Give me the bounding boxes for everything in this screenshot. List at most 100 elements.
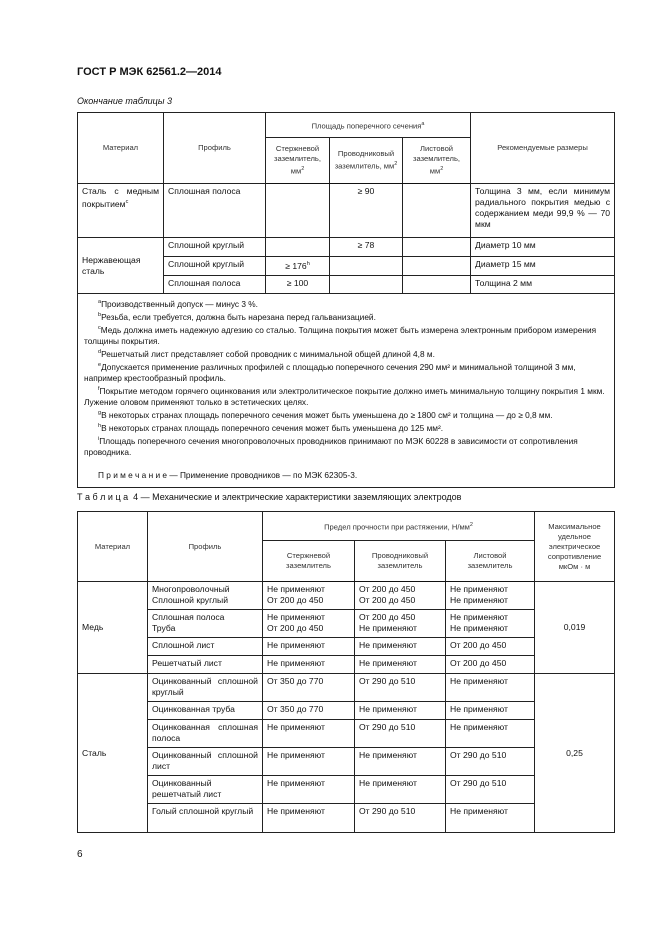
profile-cell: Оцинкованная труба xyxy=(147,701,263,720)
sheet-cell xyxy=(401,237,472,257)
header-material: Материал xyxy=(77,112,164,184)
footnote: cМедь должна иметь надежную адгезию со с… xyxy=(84,323,608,347)
conductor-cell xyxy=(329,275,403,294)
header-recommended: Рекомендуемые размеры xyxy=(470,112,615,184)
footnote: gВ некоторых странах площадь поперечного… xyxy=(84,408,608,421)
table-row: Оцинкованная сплошная полоса Не применяют… xyxy=(78,719,615,748)
material-cell-text: Нержавеющая сталь xyxy=(82,254,141,276)
table-row: Голый сплошной круглый Не применяют От 290… xyxy=(78,803,615,833)
resistivity-cell: 0,019 xyxy=(534,581,615,674)
rod-cell-text: ≥ 176 xyxy=(285,260,307,271)
sheet-cell xyxy=(401,183,472,238)
conductor-cell: Не применяют xyxy=(354,637,446,656)
material-cell: Сталь с медным покрытиемc xyxy=(77,183,164,238)
footnote-mark: h xyxy=(98,423,102,430)
sheet-cell: Не применяют xyxy=(444,673,536,702)
footnote-text: Резьба, если требуется, должна быть наре… xyxy=(101,311,376,322)
footnote-mark: i xyxy=(98,436,100,443)
sheet-cell xyxy=(401,275,472,294)
table-note: П р и м е ч а н и е — Применение проводн… xyxy=(98,469,358,480)
footnote: dРешетчатый лист представляет собой пров… xyxy=(84,347,608,360)
table-row: Медь Многопроволочный Сплошной круглый Не … xyxy=(77,581,615,674)
sheet-cell: Не применяют xyxy=(444,701,536,720)
rod-cell: Не применяют От 200 до 450 xyxy=(262,609,355,638)
conductor-cell: Не применяют xyxy=(354,775,446,804)
table-row: Сплошная полоса ≥ 100 Толщина 2 мм xyxy=(78,275,615,294)
material-cell-text: Сталь с медным покрытием xyxy=(82,186,159,209)
sheet-cell: От 200 до 450 xyxy=(444,655,536,674)
profile-cell: Оцинкованная сплошная полоса xyxy=(147,719,263,748)
footnote-ref: a xyxy=(421,120,425,127)
conductor-cell: ≥ 90 xyxy=(329,183,403,238)
rod-cell: От 350 до 770 xyxy=(262,673,355,702)
footnote-mark: e xyxy=(98,362,102,369)
unit-sup: 2 xyxy=(301,166,305,173)
rod-cell: Не применяют xyxy=(262,747,355,776)
table-row: Сплошной круглый ≥ 176h Диаметр 15 мм xyxy=(78,256,615,276)
footnote-mark: f xyxy=(98,386,100,393)
footnote-text: В некоторых странах площадь поперечного … xyxy=(101,423,444,434)
header-sheet-text: Листовой заземлитель, мм xyxy=(413,144,461,176)
table-row: Нержавеющая сталь Сплошной круглый ≥ 78 Диа… xyxy=(77,237,615,294)
conductor-cell: Не применяют xyxy=(354,655,446,674)
rod-cell: Не применяют xyxy=(262,803,355,833)
header-sheet: Листовой заземлитель, мм2 xyxy=(401,137,472,184)
sheet-cell: Не применяют xyxy=(444,803,536,833)
document-header: ГОСТ Р МЭК 62561.2—2014 xyxy=(77,66,222,78)
footnote: hВ некоторых странах площадь поперечного… xyxy=(84,421,608,434)
recommended-cell: Толщина 2 мм xyxy=(470,275,615,294)
footnote-mark: g xyxy=(98,410,102,417)
table-row: Оцинкованная труба От 350 до 770 Не примен… xyxy=(78,701,615,720)
rod-cell-text: ≥ 100 xyxy=(286,278,309,288)
footnote-text: Медь должна иметь надежную адгезию со ст… xyxy=(84,324,597,346)
footnote-mark: a xyxy=(98,299,102,305)
conductor-cell: От 290 до 510 xyxy=(354,673,446,702)
header-material: Материал xyxy=(77,511,148,582)
material-cell: Медь xyxy=(77,581,148,674)
profile-cell: Сплошной лист xyxy=(147,637,263,656)
footnote-mark: d xyxy=(98,349,102,356)
material-cell: Сталь xyxy=(77,673,148,833)
footnote-mark: c xyxy=(98,324,101,331)
footnote: iПлощадь поперечного сечения многопровол… xyxy=(84,434,608,458)
profile-cell: Сплошной круглый xyxy=(163,256,266,276)
sheet-cell: Не применяют Не применяют xyxy=(444,609,536,638)
rod-cell: Не применяют От 200 до 450 xyxy=(262,581,355,610)
conductor-cell: Не применяют xyxy=(354,747,446,776)
profile-cell: Оцинкованный сплошной лист xyxy=(147,747,263,776)
footnote-text: Производственный допуск — минус 3 %. xyxy=(101,298,258,309)
footnote-text: Решетчатый лист представляет собой прово… xyxy=(101,348,435,359)
header-resistivity: Максимальное удельное электрическое сопр… xyxy=(534,511,615,582)
recommended-cell: Толщина 3 мм, если минимум радиального п… xyxy=(470,183,615,238)
footnote: eДопускается применение различных профил… xyxy=(84,360,608,384)
table-row: Сплошная полоса Труба Не применяют От 200… xyxy=(78,609,615,638)
table-row: Оцинкованный решетчатый лист Не применяют… xyxy=(78,775,615,804)
unit-sup: 2 xyxy=(469,521,473,528)
table-row: Сталь Оцинкованный сплошной круглый От 350… xyxy=(77,673,615,833)
sheet-cell xyxy=(401,256,472,276)
header-conductor: Проводниковый заземлитель xyxy=(354,540,446,582)
sheet-cell: Не применяют Не применяют xyxy=(444,581,536,610)
material-cell: Нержавеющая сталь xyxy=(77,237,164,294)
profile-cell: Голый сплошной круглый xyxy=(147,803,263,833)
profile-cell: Оцинкованный решетчатый лист xyxy=(147,775,263,804)
header-rod-text: Стержневой заземлитель, мм xyxy=(274,144,321,176)
profile-cell: Сплошная полоса xyxy=(163,183,266,238)
rod-cell xyxy=(265,237,330,257)
conductor-cell xyxy=(329,256,403,276)
footnote: fПокрытие методом горячего оцинкования и… xyxy=(84,384,608,408)
conductor-cell: От 290 до 510 xyxy=(354,719,446,748)
header-conductor: Проводниковый заземлитель, мм2 xyxy=(329,137,403,184)
table-4: Материал Профиль Предел прочности при ра… xyxy=(77,511,615,833)
footnote: aПроизводственный допуск — минус 3 %. xyxy=(84,297,608,310)
rod-cell: Не применяют xyxy=(262,719,355,748)
header-profile: Профиль xyxy=(163,112,266,184)
rod-cell: От 350 до 770 xyxy=(262,701,355,720)
unit-sup: 2 xyxy=(394,161,398,168)
header-conductor-text: Проводниковый заземлитель, мм xyxy=(334,149,395,171)
sheet-cell: Не применяют xyxy=(444,719,536,748)
rod-cell: Не применяют xyxy=(262,655,355,674)
rod-cell: ≥ 100 xyxy=(265,275,330,294)
header-area-text: Площадь поперечного сечения xyxy=(311,121,422,131)
header-strength: Предел прочности при растяжении, Н/мм2 xyxy=(261,511,536,541)
